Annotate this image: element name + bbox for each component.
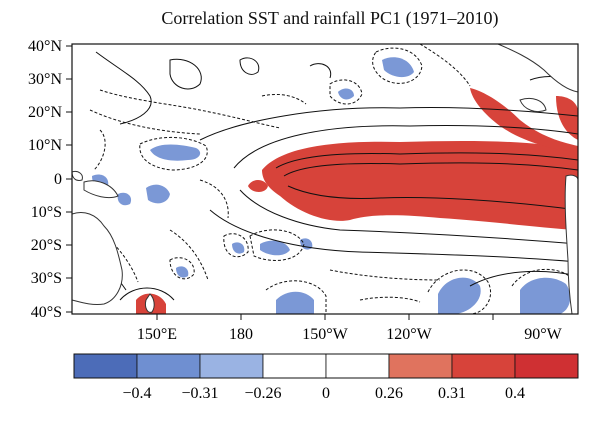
lon-label-90w: 90°W <box>524 326 562 343</box>
colorbar-bin-2 <box>199 353 264 379</box>
lat-label-20s: 20°S <box>31 237 62 254</box>
colorbar-ticks: −0.4 −0.31 −0.26 0 0.26 0.31 0.4 <box>122 385 525 402</box>
longitude-axis: 150°E 180 150°W 120°W 90°W <box>137 314 563 343</box>
colorbar-tick-label: 0.31 <box>438 385 466 402</box>
lat-label-30n: 30°N <box>28 71 62 88</box>
colorbar-bin-0 <box>73 353 138 379</box>
colorbar-tick-label: −0.26 <box>244 385 281 402</box>
central-america-land <box>497 44 578 93</box>
colorbar-tick-label: 0.26 <box>375 385 403 402</box>
colorbar-bin-1 <box>136 353 201 379</box>
lat-label-10n: 10°N <box>28 137 62 154</box>
lon-label-180: 180 <box>229 326 253 343</box>
south-america-land <box>564 174 578 314</box>
negative-regions <box>92 57 571 314</box>
colorbar-bins <box>73 353 579 379</box>
latitude-axis: 40°N 30°N 20°N 10°N 0 10°S 20°S 30°S 40°… <box>28 38 72 321</box>
colorbar-tick-label: 0.4 <box>505 385 525 402</box>
map-plot-area <box>72 44 578 314</box>
lat-label-40n: 40°N <box>28 38 62 55</box>
lon-label-120w: 120°W <box>386 326 432 343</box>
colorbar-tick-label: −0.31 <box>181 385 218 402</box>
lon-label-150w: 150°W <box>302 326 348 343</box>
colorbar-tick-label: −0.4 <box>122 385 151 402</box>
lat-label-0: 0 <box>54 171 62 188</box>
land-masses <box>72 44 578 314</box>
map-title: Correlation SST and rainfall PC1 (1971–2… <box>161 8 499 28</box>
new-zealand-land <box>145 293 155 313</box>
colorbar-bin-6 <box>451 353 516 379</box>
negative-contours <box>89 44 575 314</box>
colorbar-frame <box>73 353 579 379</box>
lat-label-20n: 20°N <box>28 104 62 121</box>
positive-region-central-america <box>470 88 578 152</box>
colorbar-bin-5 <box>388 353 453 379</box>
colorbar-bin-3 <box>262 353 327 379</box>
lon-label-150e: 150°E <box>137 326 177 343</box>
australia-land <box>72 212 123 305</box>
lat-label-10s: 10°S <box>31 204 62 221</box>
colorbar-tick-label: 0 <box>322 385 330 402</box>
positive-contours <box>83 51 578 301</box>
lat-label-30s: 30°S <box>31 270 62 287</box>
colorbar-bin-7 <box>514 353 579 379</box>
lat-label-40s: 40°S <box>31 304 62 321</box>
colorbar-bin-4 <box>325 353 390 379</box>
colorbar: −0.4 −0.31 −0.26 0 0.26 0.31 0.4 <box>73 353 579 402</box>
